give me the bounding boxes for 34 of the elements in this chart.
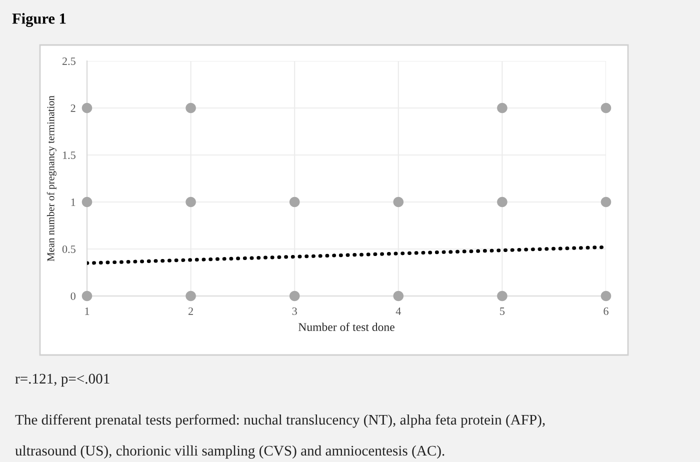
y-tick-label: 1 [71,198,76,206]
y-tick-label: 1.5 [62,152,76,160]
point [600,102,612,114]
x-tick-label: 2 [188,307,193,315]
point [497,102,508,114]
x-tick-label: 3 [292,307,297,315]
point [186,196,196,208]
point [186,290,196,302]
y-tick-label: 2.5 [62,57,76,66]
x-tick-label: 5 [500,308,505,315]
point [497,290,508,302]
point [82,102,92,114]
y-axis-title: Mean number of pregnancy termination [46,96,56,262]
point [82,290,92,302]
text: r=.121, p=<.001 [15,374,110,387]
text: ultrasound (US), chorionic villi sampling (CVS) and amniocentesis (AC). [15,445,444,459]
point [600,290,612,302]
point [393,196,404,208]
y-tick-label: 0.5 [62,245,76,254]
point [186,102,196,114]
y-tick-label: 0 [70,292,76,300]
point [393,290,404,302]
text: The different prenatal tests performed: nuchal translucency (NT), alpha feta protein (AFP), [15,414,545,428]
point [600,196,612,208]
y-tick-label: 2 [70,104,76,112]
point [497,196,508,208]
x-tick-label: 4 [396,308,402,315]
x-tick-label: 1 [85,307,90,315]
point [82,196,92,208]
chart-title: Figure 1 [12,13,66,27]
x-tick-label: 6 [604,307,608,315]
point [289,290,300,302]
x-axis-title: Number of test done [298,322,394,332]
point [289,196,300,208]
